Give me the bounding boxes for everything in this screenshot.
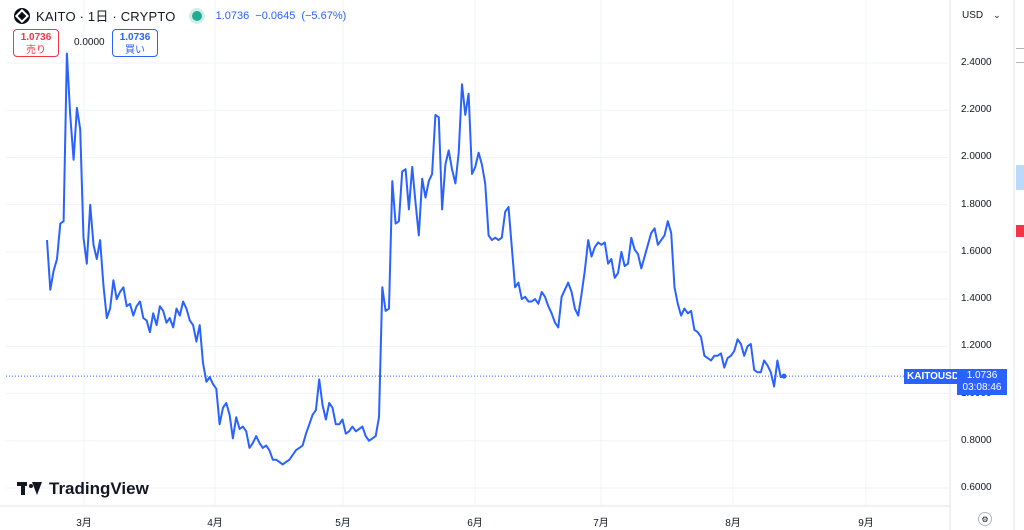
tradingview-watermark[interactable]: TradingView [17, 479, 149, 499]
x-tick-label: 3月 [76, 518, 92, 529]
symbol-price-tag: KAITOUSD [904, 369, 963, 384]
sell-button[interactable]: 1.0736 売り [13, 29, 59, 57]
change-value: −0.0645 [255, 9, 296, 22]
buy-button[interactable]: 1.0736 買い [112, 29, 158, 57]
settings-icon[interactable]: ⚙ [978, 512, 992, 526]
y-tick-label: 0.6000 [961, 482, 992, 493]
buy-price: 1.0736 [119, 32, 151, 43]
last-value: 1.0736 [215, 9, 250, 22]
side-panel-tab[interactable] [1016, 165, 1024, 190]
market-status-icon[interactable] [191, 10, 202, 21]
symbol-title[interactable]: KAITO · 1日 · CRYPTO [36, 9, 176, 24]
side-toolbar-divider [1016, 62, 1024, 63]
sell-label: 売り [26, 45, 46, 56]
y-tick-label: 1.6000 [961, 245, 992, 257]
tradingview-logo-icon [17, 482, 43, 496]
buy-label: 買い [125, 45, 145, 56]
y-tick-label: 2.4000 [961, 57, 992, 68]
side-toolbar-divider [1016, 48, 1024, 49]
currency-label: USD [962, 9, 984, 21]
symbol-legend: KAITO · 1日 · CRYPTO 1.0736 −0.0645 (−5.6… [14, 6, 346, 25]
y-tick-label: 2.2000 [961, 104, 992, 116]
x-tick-label: 6月 [467, 518, 483, 529]
price-values: 1.0736 −0.0645 (−5.67%) [216, 10, 347, 22]
side-alert-marker[interactable] [1016, 225, 1024, 237]
chevron-down-icon: ⌄ [993, 9, 1001, 20]
watermark-text: TradingView [49, 479, 149, 498]
x-tick-label: 8月 [725, 518, 741, 529]
last-price-tag: 1.0736 03:08:46 [957, 369, 1007, 395]
last-point-marker [781, 373, 787, 379]
y-tick-label: 1.2000 [961, 340, 992, 352]
y-tick-label: 0.8000 [961, 434, 992, 446]
y-tick-label: 1.4000 [961, 293, 992, 305]
bar-countdown: 03:08:46 [962, 382, 1002, 393]
change-percent: (−5.67%) [301, 9, 347, 22]
price-series-line [46, 52, 785, 466]
last-price-value: 1.0736 [966, 370, 998, 381]
x-tick-label: 4月 [207, 518, 223, 529]
kaito-logo-icon [14, 7, 30, 24]
y-tick-label: 2.0000 [961, 151, 992, 163]
x-tick-label: 9月 [858, 518, 874, 529]
sell-price: 1.0736 [20, 32, 52, 43]
y-tick-label: 1.8000 [961, 198, 992, 210]
currency-select[interactable]: USD ⌄ [956, 5, 1014, 25]
x-tick-label: 7月 [593, 518, 609, 529]
x-tick-label: 5月 [335, 518, 351, 529]
spread-value: 0.0000 [74, 37, 105, 48]
